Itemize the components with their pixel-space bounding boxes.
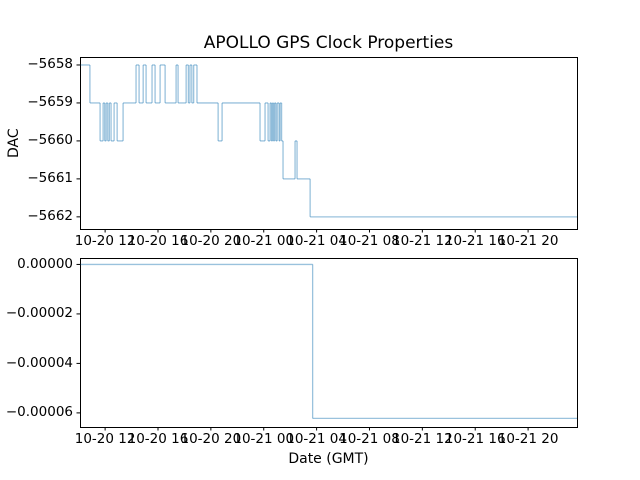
y-tick-label: −0.00006 bbox=[5, 404, 73, 421]
x-tick-label: 10-21 08 bbox=[339, 233, 400, 249]
x-tick-label: 10-21 12 bbox=[391, 431, 453, 447]
y-tick-label: −5659 bbox=[27, 94, 73, 111]
axes-box-clock-offset bbox=[80, 258, 578, 428]
axes-box-dac bbox=[80, 57, 578, 230]
x-tick-label: 10-21 20 bbox=[497, 431, 559, 447]
x-tick-label: 10-21 16 bbox=[444, 431, 506, 447]
x-tick-label: 10-21 04 bbox=[286, 233, 347, 249]
x-tick-label: 10-21 12 bbox=[391, 233, 453, 249]
x-tick-label: 10-20 12 bbox=[74, 431, 136, 447]
y-tick-label: 0.00000 bbox=[17, 255, 73, 272]
x-tick-label: 10-21 04 bbox=[286, 431, 347, 447]
x-tick-label: 10-20 16 bbox=[127, 431, 189, 447]
x-tick-label: 10-20 20 bbox=[180, 431, 242, 447]
x-tick-label: 10-21 20 bbox=[497, 233, 559, 249]
x-tick-label: 10-20 20 bbox=[180, 233, 242, 249]
x-tick-label: 10-21 00 bbox=[233, 431, 295, 447]
y-tick-label: −5658 bbox=[27, 56, 73, 73]
y-tick-label: −0.00004 bbox=[5, 354, 73, 371]
x-tick-label: 10-21 16 bbox=[444, 233, 506, 249]
x-tick-label: 10-20 16 bbox=[127, 233, 189, 249]
y-tick-label: −5661 bbox=[27, 170, 73, 187]
x-tick-label: 10-21 00 bbox=[233, 233, 295, 249]
chart-title: APOLLO GPS Clock Properties bbox=[203, 33, 454, 53]
x-tick-label: 10-21 08 bbox=[339, 431, 400, 447]
y-tick-label: −5660 bbox=[27, 132, 73, 149]
x-axis-label: Date (GMT) bbox=[288, 451, 369, 467]
y-tick-label: −5662 bbox=[27, 208, 73, 225]
x-tick-label: 10-20 12 bbox=[74, 233, 136, 249]
y-tick-label: −0.00002 bbox=[5, 305, 73, 322]
